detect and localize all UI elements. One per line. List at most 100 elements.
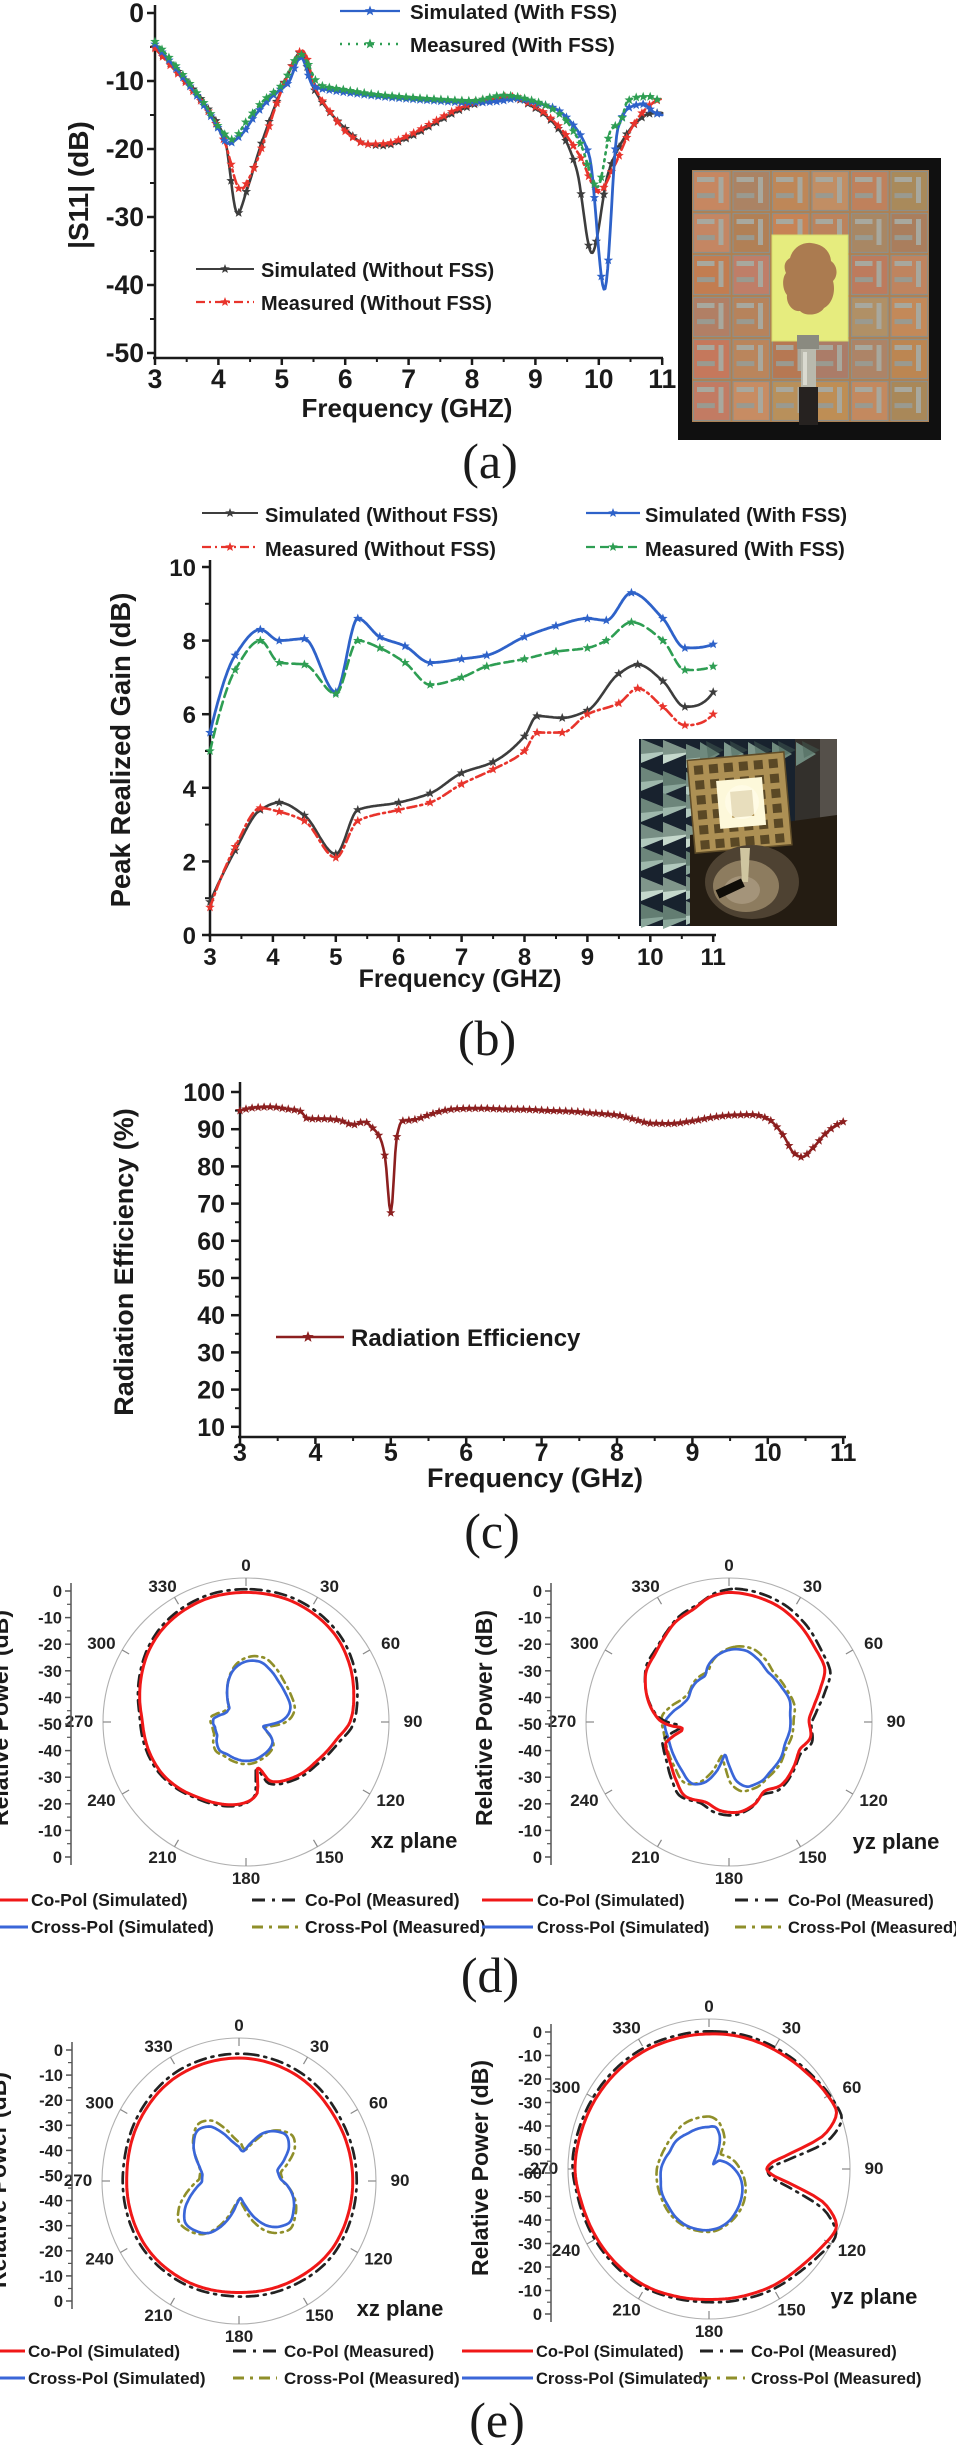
svg-text:Co-Pol (Measured): Co-Pol (Measured) xyxy=(788,1892,934,1910)
svg-text:30: 30 xyxy=(782,2019,801,2038)
svg-text:Measured (With FSS): Measured (With FSS) xyxy=(645,539,845,561)
svg-text:0: 0 xyxy=(533,2306,542,2324)
svg-text:-10: -10 xyxy=(518,1610,542,1628)
svg-text:50: 50 xyxy=(197,1265,225,1293)
svg-text:Radiation Efficiency (%): Radiation Efficiency (%) xyxy=(109,1108,139,1416)
svg-text:-40: -40 xyxy=(38,1689,62,1707)
svg-text:30: 30 xyxy=(803,1577,822,1596)
svg-text:-20: -20 xyxy=(38,1796,62,1814)
svg-text:(e): (e) xyxy=(469,2392,525,2445)
svg-text:5: 5 xyxy=(329,944,342,971)
svg-text:80: 80 xyxy=(197,1153,225,1181)
svg-text:120: 120 xyxy=(364,2250,392,2269)
svg-text:-50: -50 xyxy=(39,2168,63,2186)
svg-text:40: 40 xyxy=(197,1302,225,1330)
svg-text:330: 330 xyxy=(631,1577,659,1596)
svg-text:Frequency (GHZ): Frequency (GHZ) xyxy=(302,393,513,423)
svg-text:11: 11 xyxy=(830,1439,857,1467)
svg-text:20: 20 xyxy=(197,1377,225,1405)
svg-text:Cross-Pol (Measured): Cross-Pol (Measured) xyxy=(751,2370,922,2388)
svg-text:-40: -40 xyxy=(518,2118,542,2136)
svg-text:Cross-Pol (Measured): Cross-Pol (Measured) xyxy=(284,2369,460,2388)
svg-text:-30: -30 xyxy=(39,2117,63,2135)
svg-text:180: 180 xyxy=(695,2322,723,2341)
svg-text:11: 11 xyxy=(701,944,726,971)
svg-text:xz plane: xz plane xyxy=(371,1828,458,1853)
svg-text:-10: -10 xyxy=(38,1822,62,1840)
svg-text:-40: -40 xyxy=(39,2142,63,2160)
svg-text:300: 300 xyxy=(552,2078,580,2097)
svg-text:0: 0 xyxy=(53,1849,62,1867)
svg-text:-40: -40 xyxy=(518,1689,542,1707)
svg-text:150: 150 xyxy=(315,1848,343,1867)
svg-text:-40: -40 xyxy=(518,2212,542,2230)
svg-text:90: 90 xyxy=(197,1116,225,1144)
svg-text:Relative Power (dB): Relative Power (dB) xyxy=(471,1610,497,1826)
svg-text:-50: -50 xyxy=(518,2189,542,2207)
svg-text:Co-Pol (Simulated): Co-Pol (Simulated) xyxy=(536,2343,684,2361)
svg-text:9: 9 xyxy=(685,1439,699,1467)
svg-text:-30: -30 xyxy=(39,2218,63,2236)
svg-text:-50: -50 xyxy=(518,1716,542,1734)
svg-text:4: 4 xyxy=(308,1439,322,1467)
svg-text:180: 180 xyxy=(225,2327,253,2346)
svg-text:-60: -60 xyxy=(518,2165,542,2183)
svg-text:Relative Power (dB): Relative Power (dB) xyxy=(0,2072,11,2288)
svg-text:-30: -30 xyxy=(518,1663,542,1681)
svg-text:-40: -40 xyxy=(38,1743,62,1761)
svg-text:3: 3 xyxy=(203,944,216,971)
svg-text:-30: -30 xyxy=(518,2095,542,2113)
svg-text:9: 9 xyxy=(528,364,543,394)
svg-text:-20: -20 xyxy=(39,2092,63,2110)
svg-text:5: 5 xyxy=(274,364,289,394)
svg-text:6: 6 xyxy=(459,1439,473,1467)
svg-text:Simulated (Without FSS): Simulated (Without FSS) xyxy=(265,505,498,527)
svg-text:-30: -30 xyxy=(518,1769,542,1787)
svg-text:-20: -20 xyxy=(39,2243,63,2261)
svg-text:yz plane: yz plane xyxy=(853,1829,940,1854)
svg-text:240: 240 xyxy=(570,1791,598,1810)
svg-text:-20: -20 xyxy=(518,2071,542,2089)
svg-text:70: 70 xyxy=(197,1191,225,1219)
svg-text:Co-Pol (Simulated): Co-Pol (Simulated) xyxy=(31,1890,188,1910)
svg-text:Radiation Efficiency: Radiation Efficiency xyxy=(351,1325,581,1352)
svg-text:60: 60 xyxy=(369,2094,388,2113)
svg-text:180: 180 xyxy=(715,1869,743,1888)
svg-text:Measured (With FSS): Measured (With FSS) xyxy=(410,34,615,57)
svg-text:5: 5 xyxy=(384,1439,398,1467)
svg-text:Cross-Pol (Measured): Cross-Pol (Measured) xyxy=(788,1919,956,1937)
svg-text:120: 120 xyxy=(376,1791,404,1810)
svg-text:4: 4 xyxy=(266,944,280,971)
svg-text:0: 0 xyxy=(704,1997,713,2016)
svg-text:Cross-Pol (Simulated): Cross-Pol (Simulated) xyxy=(536,2370,708,2388)
svg-text:90: 90 xyxy=(865,2159,884,2178)
svg-text:Cross-Pol (Simulated): Cross-Pol (Simulated) xyxy=(31,1917,214,1937)
svg-text:330: 330 xyxy=(612,2019,640,2038)
svg-text:8: 8 xyxy=(518,944,531,971)
svg-text:7: 7 xyxy=(401,364,416,394)
svg-text:-40: -40 xyxy=(39,2193,63,2211)
svg-text:150: 150 xyxy=(305,2306,333,2325)
svg-text:30: 30 xyxy=(320,1577,339,1596)
svg-text:Co-Pol (Simulated): Co-Pol (Simulated) xyxy=(537,1892,685,1910)
svg-text:Cross-Pol (Simulated): Cross-Pol (Simulated) xyxy=(28,2369,206,2388)
svg-text:Relative Power (dB): Relative Power (dB) xyxy=(467,2060,493,2276)
svg-text:7: 7 xyxy=(535,1439,549,1467)
svg-text:6: 6 xyxy=(183,702,196,729)
svg-text:240: 240 xyxy=(85,2250,113,2269)
svg-text:210: 210 xyxy=(631,1848,659,1867)
svg-text:(d): (d) xyxy=(461,1947,519,2003)
svg-text:210: 210 xyxy=(144,2306,172,2325)
svg-text:0: 0 xyxy=(129,0,144,28)
svg-text:3: 3 xyxy=(233,1439,247,1467)
svg-text:-40: -40 xyxy=(106,270,144,300)
svg-text:Cross-Pol (Simulated): Cross-Pol (Simulated) xyxy=(537,1919,709,1937)
svg-text:6: 6 xyxy=(338,364,353,394)
svg-text:90: 90 xyxy=(887,1712,906,1731)
svg-text:120: 120 xyxy=(838,2241,866,2260)
svg-text:8: 8 xyxy=(465,364,480,394)
svg-text:0: 0 xyxy=(533,1849,542,1867)
svg-text:0: 0 xyxy=(54,2042,63,2060)
svg-text:100: 100 xyxy=(183,1079,225,1107)
svg-text:60: 60 xyxy=(197,1228,225,1256)
